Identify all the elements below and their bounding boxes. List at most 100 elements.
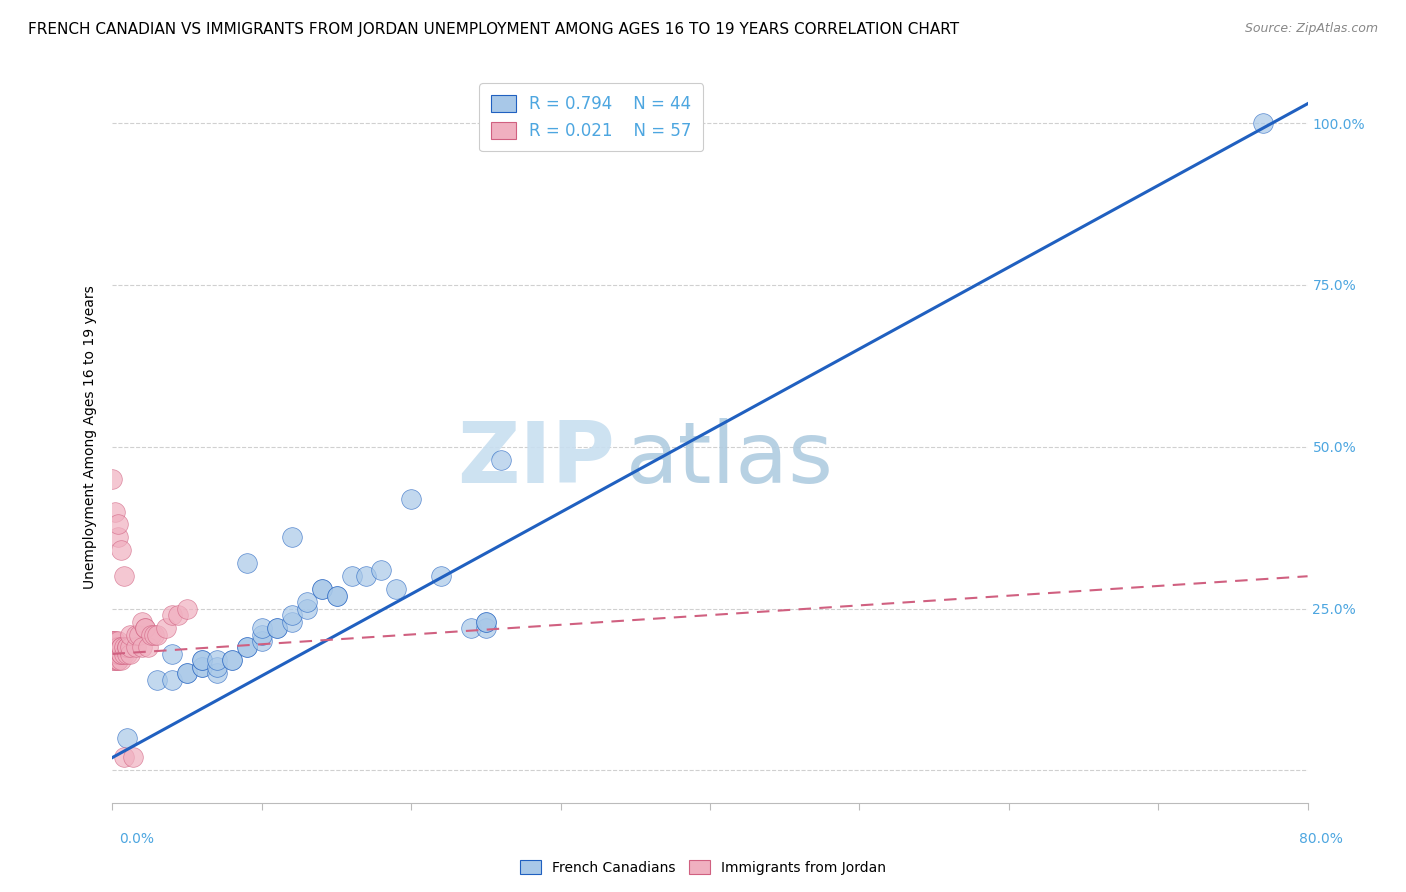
Point [101, 634, 124, 648]
Point [110, 653, 132, 667]
Point [101, 640, 124, 655]
Point [460, 621, 482, 635]
Point [134, 621, 156, 635]
Point [107, 634, 129, 648]
Point [125, 640, 148, 655]
Point [114, 647, 135, 661]
Point [250, 621, 273, 635]
Point [104, 504, 127, 518]
Point [104, 647, 127, 661]
Point [134, 621, 156, 635]
Text: atlas: atlas [627, 417, 834, 500]
Point [167, 608, 190, 623]
Point [162, 673, 183, 687]
Point [191, 653, 214, 667]
Point [120, 640, 142, 655]
Point [120, 627, 142, 641]
Point [110, 647, 132, 661]
Point [117, 731, 139, 745]
Text: Source: ZipAtlas.com: Source: ZipAtlas.com [1244, 22, 1378, 36]
Point [141, 627, 163, 641]
Point [356, 569, 378, 583]
Point [131, 640, 153, 655]
Point [104, 653, 127, 667]
Point [114, 569, 135, 583]
Point [1251, 116, 1274, 130]
Point [125, 627, 148, 641]
Point [101, 640, 124, 655]
Point [104, 640, 127, 655]
Legend: French Canadians, Immigrants from Jordan: French Canadians, Immigrants from Jordan [515, 855, 891, 880]
Point [236, 640, 259, 655]
Point [325, 589, 347, 603]
Point [191, 653, 214, 667]
Point [143, 627, 166, 641]
Point [138, 640, 160, 655]
Point [120, 647, 142, 661]
Point [205, 666, 228, 681]
Point [191, 660, 214, 674]
Point [385, 582, 408, 597]
Point [110, 640, 132, 655]
Point [107, 647, 129, 661]
Point [107, 653, 129, 667]
Y-axis label: Unemployment Among Ages 16 to 19 years: Unemployment Among Ages 16 to 19 years [83, 285, 97, 589]
Point [266, 621, 288, 635]
Point [176, 601, 198, 615]
Point [117, 647, 139, 661]
Point [250, 627, 273, 641]
Point [370, 563, 392, 577]
Point [114, 640, 135, 655]
Point [104, 640, 127, 655]
Point [221, 653, 243, 667]
Point [475, 615, 498, 629]
Point [110, 543, 132, 558]
Point [110, 647, 132, 661]
Point [146, 627, 169, 641]
Point [104, 653, 127, 667]
Point [489, 452, 512, 467]
Point [104, 634, 127, 648]
Point [107, 517, 129, 532]
Point [110, 640, 132, 655]
Point [114, 750, 135, 764]
Point [281, 608, 304, 623]
Point [101, 653, 124, 667]
Point [295, 601, 318, 615]
Point [250, 634, 273, 648]
Point [107, 640, 129, 655]
Point [104, 647, 127, 661]
Point [146, 673, 169, 687]
Point [101, 647, 124, 661]
Point [155, 621, 177, 635]
Point [117, 640, 139, 655]
Point [107, 653, 129, 667]
Point [122, 750, 145, 764]
Point [221, 653, 243, 667]
Point [266, 621, 288, 635]
Point [311, 582, 333, 597]
Point [311, 582, 333, 597]
Text: ZIP: ZIP [457, 417, 614, 500]
Point [475, 615, 498, 629]
Legend: R = 0.794    N = 44, R = 0.021    N = 57: R = 0.794 N = 44, R = 0.021 N = 57 [479, 83, 703, 152]
Text: 80.0%: 80.0% [1299, 832, 1343, 846]
Point [281, 615, 304, 629]
Point [401, 491, 423, 506]
Point [205, 660, 228, 674]
Point [104, 634, 127, 648]
Point [128, 627, 150, 641]
Point [117, 640, 139, 655]
Point [295, 595, 318, 609]
Text: FRENCH CANADIAN VS IMMIGRANTS FROM JORDAN UNEMPLOYMENT AMONG AGES 16 TO 19 YEARS: FRENCH CANADIAN VS IMMIGRANTS FROM JORDA… [28, 22, 959, 37]
Point [176, 666, 198, 681]
Point [101, 472, 124, 486]
Point [107, 647, 129, 661]
Point [101, 634, 124, 648]
Point [325, 589, 347, 603]
Text: 0.0%: 0.0% [120, 832, 155, 846]
Point [176, 666, 198, 681]
Point [191, 660, 214, 674]
Point [430, 569, 453, 583]
Point [281, 530, 304, 544]
